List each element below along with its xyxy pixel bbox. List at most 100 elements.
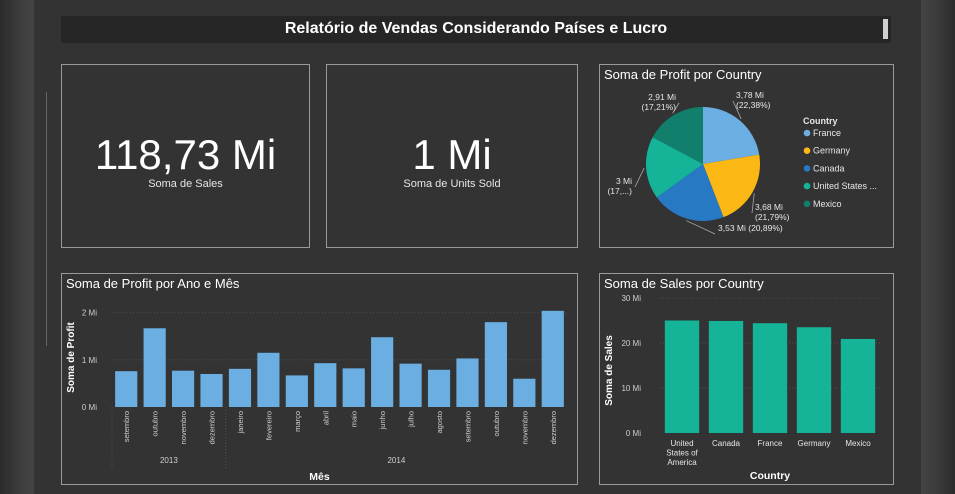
x-tick-label: Canada — [712, 439, 741, 448]
bar[interactable] — [228, 368, 252, 407]
bar[interactable] — [427, 369, 451, 407]
x-tick-label: janeiro — [236, 411, 245, 435]
bar[interactable] — [752, 323, 788, 433]
y-axis-title: Soma de Sales — [604, 335, 615, 406]
pie-slice[interactable] — [652, 107, 703, 164]
kpi-units-label: Soma de Units Sold — [403, 178, 501, 190]
bar[interactable] — [200, 374, 223, 407]
month-bar-chart[interactable]: 0 Mi 1 Mi 2 Mi Soma de Profit setembro outubr… — [62, 274, 577, 484]
right-frame — [921, 0, 955, 494]
x-tick-label: setembro — [463, 411, 472, 442]
legend-marker — [803, 147, 811, 154]
bar[interactable] — [399, 363, 422, 407]
y-axis-title: Soma de Profit — [66, 322, 77, 393]
x-tick-label: novembro — [520, 411, 529, 444]
kpi-sales-label: Soma de Sales — [148, 178, 223, 190]
bar[interactable] — [314, 363, 337, 407]
x-tick-label: setembro — [122, 411, 131, 442]
bar[interactable] — [342, 368, 365, 407]
x-tick-label: abril — [321, 411, 330, 426]
pie-slice[interactable] — [703, 154, 760, 218]
x-tick-label: Mexico — [845, 439, 871, 448]
bar[interactable] — [257, 352, 280, 407]
legend-item[interactable]: Germany — [813, 146, 851, 156]
y-tick-label: 0 Mi — [82, 403, 97, 412]
bar[interactable] — [541, 310, 564, 407]
bar[interactable] — [708, 320, 744, 433]
x-tick-label: States of — [666, 449, 698, 458]
x-tick-label: fevereiro — [264, 411, 273, 440]
bar[interactable] — [796, 327, 832, 433]
pie-chart-title: Soma de Profit por Country — [604, 67, 762, 82]
x-tick-label: novembro — [179, 411, 188, 444]
pie-data-label: 2,91 Mi — [648, 92, 676, 102]
bar[interactable] — [115, 371, 138, 407]
kpi-sales-value: 118,73 Mi — [94, 131, 277, 178]
bar[interactable] — [143, 328, 166, 407]
y-tick-label: 20 Mi — [621, 339, 641, 348]
pie-chart-card[interactable]: Soma de Profit por Country 3,78 Mi (22,38… — [599, 64, 894, 248]
pie-data-label-pct: (21,79%) — [755, 212, 790, 222]
x-tick-label: Germany — [798, 439, 831, 448]
pie-data-label: 3,78 Mi — [736, 90, 764, 100]
legend-marker — [803, 129, 811, 137]
pie-leader-line — [686, 220, 716, 235]
pie-leader-line — [672, 102, 680, 114]
pie-legend-title: Country — [803, 116, 838, 126]
x-tick-label: outubro — [151, 411, 160, 436]
pie-leader-line — [751, 193, 755, 214]
month-chart-title: Soma de Profit por Ano e Mês — [66, 276, 240, 291]
group-label: 2013 — [160, 456, 178, 465]
pie-chart[interactable]: 3,78 Mi(22,38%) 3,68 Mi(21,79%)3,53 Mi (2… — [600, 65, 893, 247]
legend-item[interactable]: Canada — [813, 163, 845, 173]
legend-marker — [803, 182, 811, 190]
pie-slice[interactable] — [646, 137, 703, 198]
x-tick-label: julho — [407, 411, 416, 428]
month-chart-card[interactable]: Soma de Profit por Ano e Mês 0 Mi 1 Mi 2 M… — [61, 273, 578, 485]
kpi-card-sales[interactable]: 118,73 Mi Soma de Sales — [61, 64, 310, 248]
country-chart-card[interactable]: Soma de Sales por Country 0 Mi 10 Mi 20 Mi… — [599, 273, 894, 485]
pie-data-label: 3 Mi — [616, 176, 632, 186]
kpi-card-units[interactable]: 1 Mi Soma de Units Sold — [326, 64, 578, 248]
country-chart-title: Soma de Sales por Country — [604, 276, 764, 291]
bar[interactable] — [172, 370, 195, 407]
pie-data-label: 3,53 Mi (20,89%) — [718, 223, 783, 233]
y-tick-label: 1 Mi — [82, 356, 97, 365]
divider-line — [46, 92, 47, 346]
pie-data-label: 3,68 Mi — [755, 202, 783, 212]
bar[interactable] — [513, 378, 536, 407]
bar[interactable] — [840, 338, 876, 433]
y-tick-label: 2 Mi — [82, 309, 97, 318]
x-tick-label: dezembro — [549, 411, 558, 444]
bar[interactable] — [456, 358, 479, 407]
bar[interactable] — [371, 337, 394, 407]
country-bar-chart[interactable]: 0 Mi 10 Mi 20 Mi 30 Mi Soma de Sales UnitedSt… — [600, 274, 893, 484]
x-axis-title: Country — [750, 470, 790, 482]
bar[interactable] — [664, 320, 700, 434]
bar[interactable] — [484, 322, 507, 407]
x-tick-label: agosto — [435, 411, 444, 434]
y-tick-label: 0 Mi — [626, 429, 641, 438]
legend-item[interactable]: United States ... — [813, 181, 877, 191]
report-title: Relatório de Vendas Considerando Países … — [284, 20, 668, 37]
scrollbar-thumb[interactable] — [883, 19, 888, 39]
x-tick-label: outubro — [492, 411, 501, 436]
legend-item[interactable]: France — [813, 128, 841, 138]
pie-leader-line — [634, 167, 645, 188]
x-tick-label: dezembro — [208, 411, 217, 444]
pie-slice[interactable] — [703, 107, 760, 164]
pie-data-label-pct: (17,...) — [607, 186, 632, 196]
x-tick-label: France — [758, 439, 783, 448]
bar[interactable] — [285, 375, 308, 407]
kpi-units-value: 1 Mi — [412, 131, 492, 178]
pie-data-label-pct: (17,21%) — [642, 102, 677, 112]
legend-marker — [803, 200, 811, 208]
y-tick-label: 30 Mi — [621, 294, 641, 303]
legend-item[interactable]: Mexico — [813, 199, 842, 209]
pie-slice[interactable] — [656, 164, 724, 221]
pie-data-label-pct: (22,38%) — [736, 100, 771, 110]
x-tick-label: United — [670, 439, 693, 448]
left-frame — [0, 0, 34, 494]
pie-leader-line — [732, 100, 742, 120]
legend-marker — [803, 165, 811, 172]
